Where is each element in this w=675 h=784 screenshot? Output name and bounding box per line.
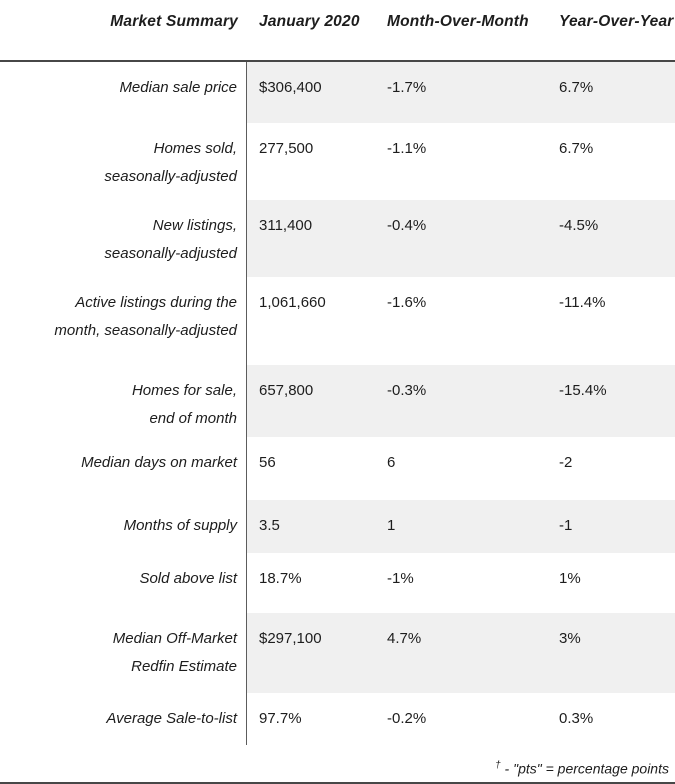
cell-month-over-month: -1.1% [387,140,427,157]
row-label: Sold above list [0,553,247,613]
cell-year-over-year: 6.7% [547,62,675,123]
cell-year-over-year: -1 [547,500,675,553]
column-header-market-summary: Market Summary [110,13,238,30]
cell-january-2020: 97.7% [259,710,302,727]
cell-january-2020: 277,500 [259,140,314,157]
cell-january-2020: 3.5 [247,500,375,553]
table-row-average-sale-to-list: Average Sale-to-list 97.7% -0.2% 0.3% [0,693,675,745]
column-header-month-over-month: Month-Over-Month [387,13,529,30]
table-row-homes-sold: Homes sold, seasonally-adjusted 277,500 … [0,123,675,200]
row-label: New listings, seasonally-adjusted [0,200,247,277]
cell-year-over-year: 3% [547,613,675,693]
table-row-months-of-supply: Months of supply 3.5 1 -1 [0,500,675,553]
row-label-line1: Median days on market [81,454,237,471]
table-header: Market Summary January 2020 Month-Over-M… [0,0,675,62]
cell-month-over-month: -1.6% [387,294,427,311]
cell-month-over-month: -1% [387,570,414,587]
row-label: Median Off-Market Redfin Estimate [0,613,247,693]
cell-month-over-month: -0.2% [387,710,427,727]
row-label-line2: end of month [149,410,237,427]
row-label-line2: seasonally-adjusted [104,168,237,185]
row-label-line2: month, seasonally-adjusted [54,322,237,339]
column-header-january-2020: January 2020 [259,13,360,30]
row-label: Months of supply [0,500,247,553]
row-label: Homes for sale, end of month [0,365,247,437]
cell-month-over-month: 1 [375,500,547,553]
cell-year-over-year: -15.4% [547,365,675,437]
row-label-line1: New listings, [152,217,237,234]
cell-month-over-month: -0.4% [375,200,547,277]
cell-january-2020: 56 [259,454,276,471]
footnote-text: - "pts" = percentage points [500,760,669,777]
table-row-median-days-on-market: Median days on market 56 6 -2 [0,437,675,500]
cell-month-over-month: -1.7% [375,62,547,123]
row-label: Average Sale-to-list [0,693,247,745]
cell-january-2020: 657,800 [247,365,375,437]
cell-january-2020: 18.7% [259,570,302,587]
row-label: Median sale price [0,62,247,123]
table-row-new-listings: New listings, seasonally-adjusted 311,40… [0,200,675,277]
row-label-line1: Median sale price [119,79,237,96]
cell-year-over-year: -11.4% [559,294,606,311]
table-row-homes-for-sale: Homes for sale, end of month 657,800 -0.… [0,365,675,437]
table-body: Median sale price $306,400 -1.7% 6.7% Ho… [0,62,675,745]
cell-month-over-month: 6 [387,454,396,471]
row-label-line2: Redfin Estimate [131,658,237,675]
cell-year-over-year: 0.3% [559,710,594,727]
row-label-line1: Homes sold, [153,140,237,157]
table-row-sold-above-list: Sold above list 18.7% -1% 1% [0,553,675,613]
row-label-line1: Homes for sale, [131,382,237,399]
row-label-line1: Active listings during the [75,294,237,311]
row-label: Active listings during the month, season… [0,277,247,365]
footnote: † - "pts" = percentage points [0,745,675,782]
cell-month-over-month: 4.7% [375,613,547,693]
cell-month-over-month: -0.3% [375,365,547,437]
cell-january-2020: $297,100 [247,613,375,693]
cell-january-2020: 311,400 [247,200,375,277]
row-label-line1: Average Sale-to-list [106,710,237,727]
row-label-line1: Sold above list [139,570,237,587]
table-row-median-sale-price: Median sale price $306,400 -1.7% 6.7% [0,62,675,123]
row-label-line2: seasonally-adjusted [104,245,237,262]
row-label: Homes sold, seasonally-adjusted [0,123,247,200]
cell-year-over-year: -2 [559,454,573,471]
column-header-year-over-year: Year-Over-Year [559,13,674,30]
cell-year-over-year: 6.7% [559,140,594,157]
row-label-line1: Median Off-Market [112,630,237,647]
row-label-line1: Months of supply [123,517,237,534]
cell-january-2020: $306,400 [247,62,375,123]
row-label: Median days on market [0,437,247,500]
cell-january-2020: 1,061,660 [259,294,326,311]
table-row-active-listings: Active listings during the month, season… [0,277,675,365]
cell-year-over-year: -4.5% [547,200,675,277]
table-row-median-off-market-redfin-estimate: Median Off-Market Redfin Estimate $297,1… [0,613,675,693]
dagger-symbol: † [495,760,501,771]
cell-year-over-year: 1% [559,570,581,587]
